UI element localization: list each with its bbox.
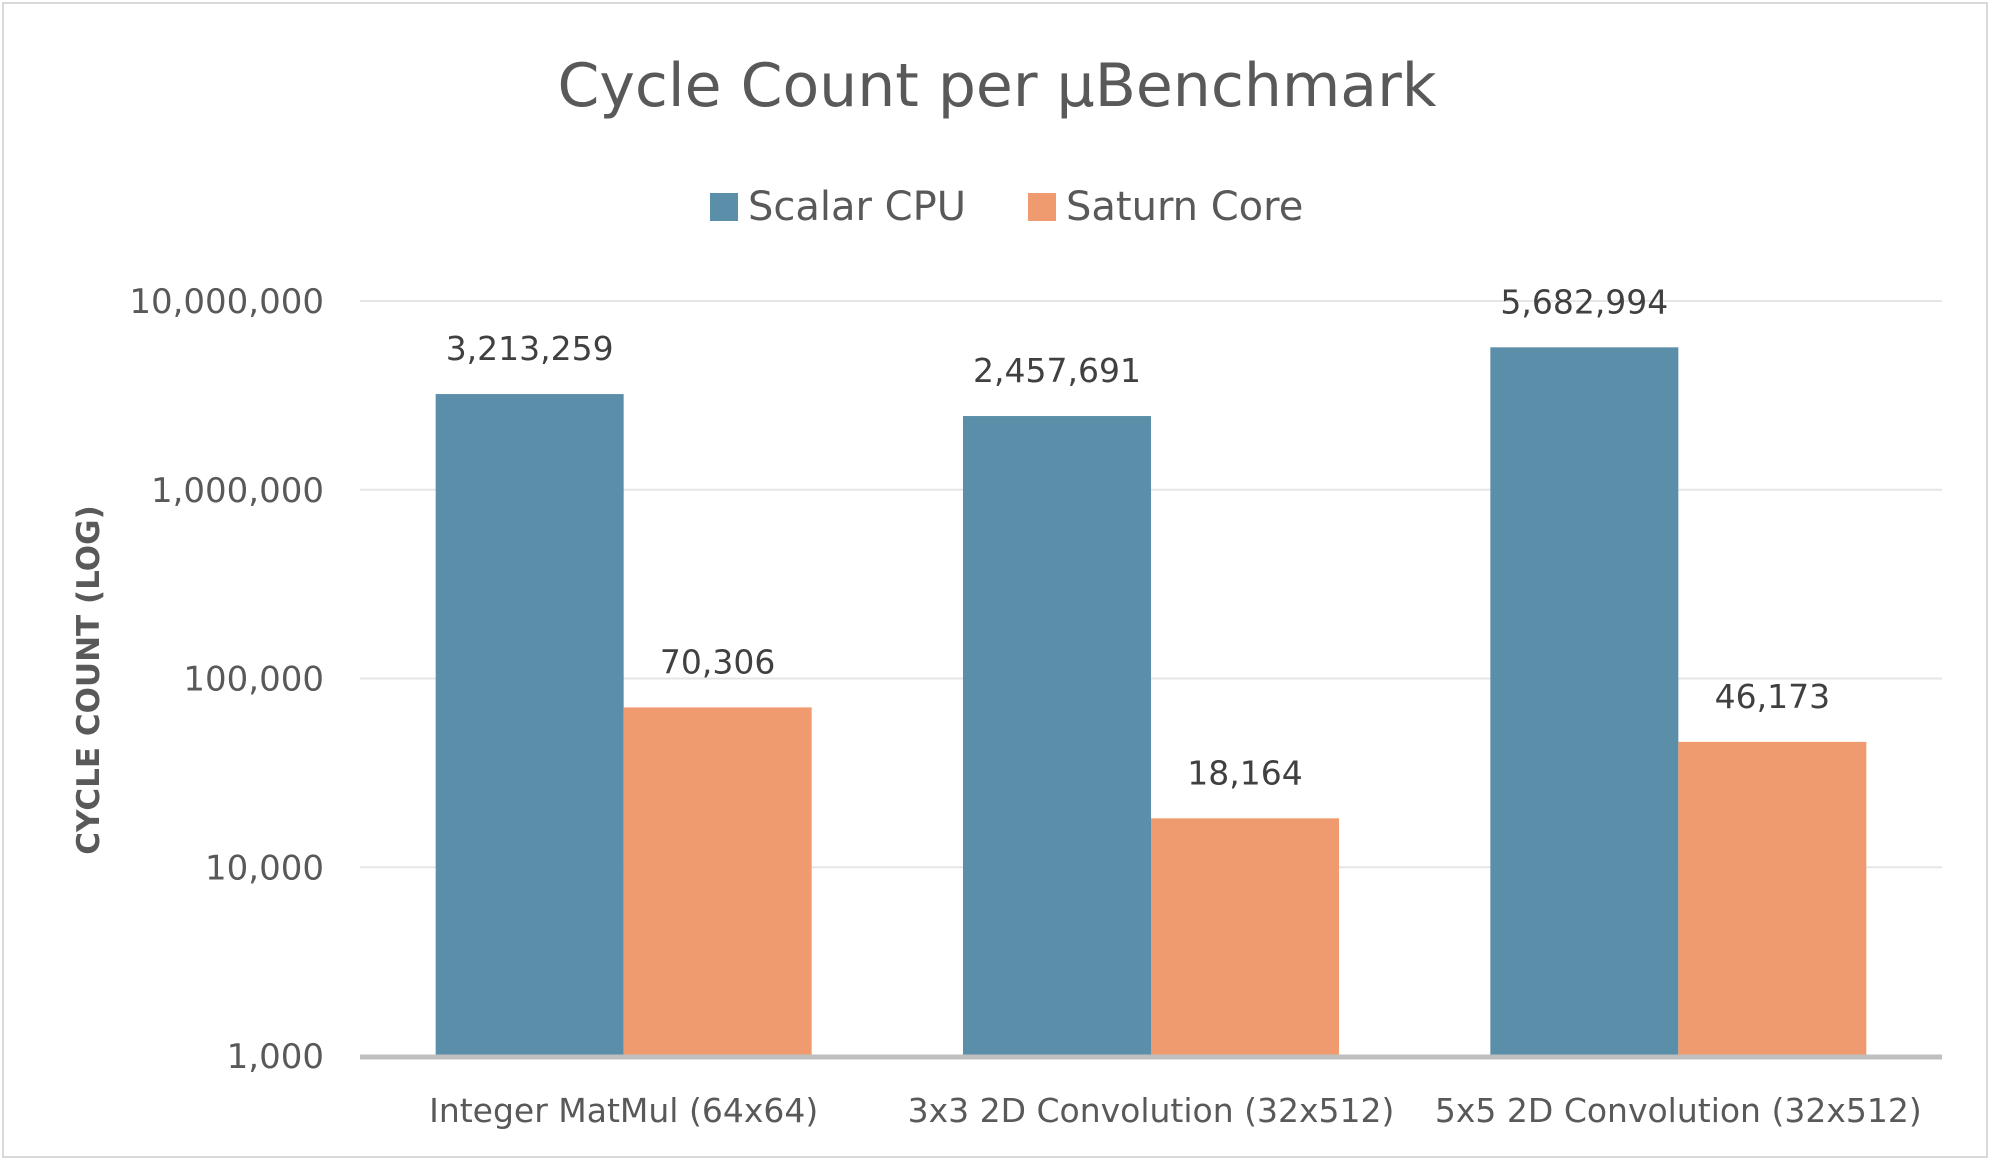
x-category-label: 5x5 2D Convolution (32x512) <box>1435 1091 1922 1130</box>
legend: Scalar CPU Saturn Core <box>710 184 1303 230</box>
y-tick-label: 100,000 <box>183 660 324 700</box>
legend-swatch-1 <box>710 193 738 221</box>
data-label-scalar-cpu-3: 5,682,994 <box>1500 282 1668 321</box>
y-tick-label: 1,000,000 <box>151 471 324 511</box>
bar-saturn-core-2 <box>1151 818 1339 1056</box>
bar-scalar-cpu-3 <box>1490 347 1679 1056</box>
data-label-saturn-core-3: 46,173 <box>1715 677 1830 716</box>
bar-scalar-cpu-1 <box>435 394 624 1057</box>
bar-saturn-core-1 <box>623 707 812 1056</box>
y-tick-label: 10,000,000 <box>129 282 324 322</box>
y-axis-label: CYCLE COUNT (LOG) <box>71 505 107 855</box>
chart-title: Cycle Count per µBenchmark <box>558 51 1437 121</box>
y-axis-ticks: 1,000 10,000 100,000 1,000,000 10,000,000 <box>129 282 324 1077</box>
legend-label-2: Saturn Core <box>1066 184 1303 230</box>
y-tick-label: 1,000 <box>227 1037 324 1077</box>
data-label-scalar-cpu-1: 3,213,259 <box>446 329 614 368</box>
bar-saturn-core-3 <box>1678 741 1867 1056</box>
legend-swatch-2 <box>1028 193 1056 221</box>
bars <box>435 347 1867 1057</box>
data-label-saturn-core-2: 18,164 <box>1187 753 1302 792</box>
y-tick-label: 10,000 <box>205 848 324 888</box>
data-label-scalar-cpu-2: 2,457,691 <box>973 351 1141 390</box>
data-label-saturn-core-1: 70,306 <box>660 642 775 681</box>
data-labels: 3,213,259 70,306 2,457,691 18,164 5,682,994 4… <box>446 282 1830 792</box>
x-category-label: Integer MatMul (64x64) <box>429 1091 818 1130</box>
legend-label-1: Scalar CPU <box>748 184 966 230</box>
x-axis-categories: Integer MatMul (64x64) 3x3 2D Convolution… <box>429 1091 1922 1130</box>
x-category-label: 3x3 2D Convolution (32x512) <box>908 1091 1395 1130</box>
bar-chart: Cycle Count per µBenchmark Scalar CPU Sat… <box>71 51 1942 1130</box>
bar-scalar-cpu-2 <box>963 416 1151 1056</box>
